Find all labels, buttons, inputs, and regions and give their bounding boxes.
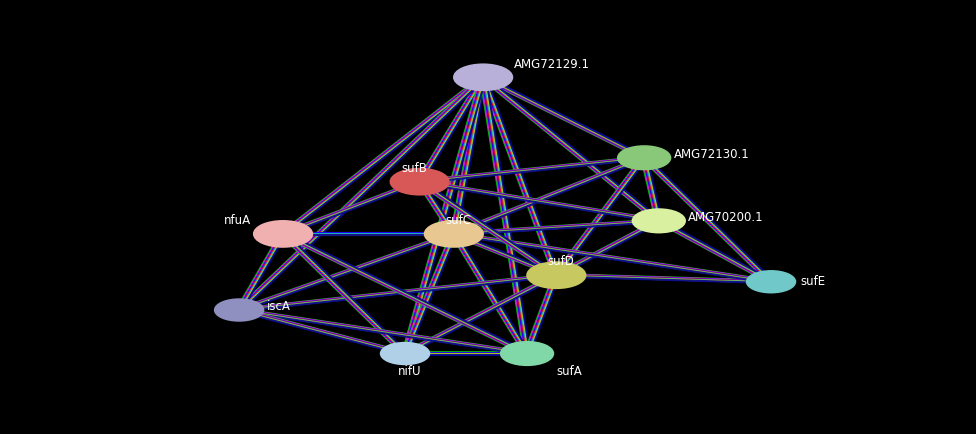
Text: sufB: sufB (402, 161, 427, 174)
Circle shape (632, 210, 685, 233)
Circle shape (454, 65, 512, 91)
Circle shape (254, 221, 312, 247)
Circle shape (747, 271, 795, 293)
Circle shape (618, 147, 671, 170)
Circle shape (215, 299, 264, 321)
Text: sufE: sufE (800, 274, 826, 287)
Text: AMG70200.1: AMG70200.1 (688, 210, 763, 224)
Circle shape (501, 342, 553, 365)
Circle shape (390, 169, 449, 195)
Circle shape (381, 343, 429, 365)
Text: sufA: sufA (556, 365, 582, 378)
Circle shape (425, 221, 483, 247)
Text: sufD: sufD (548, 255, 575, 268)
Text: AMG72130.1: AMG72130.1 (673, 148, 750, 161)
Text: sufC: sufC (446, 214, 471, 227)
Text: iscA: iscA (266, 299, 290, 312)
Text: nifU: nifU (398, 364, 422, 377)
Text: nfuA: nfuA (224, 214, 251, 227)
Circle shape (527, 263, 586, 289)
Text: AMG72129.1: AMG72129.1 (514, 58, 590, 71)
